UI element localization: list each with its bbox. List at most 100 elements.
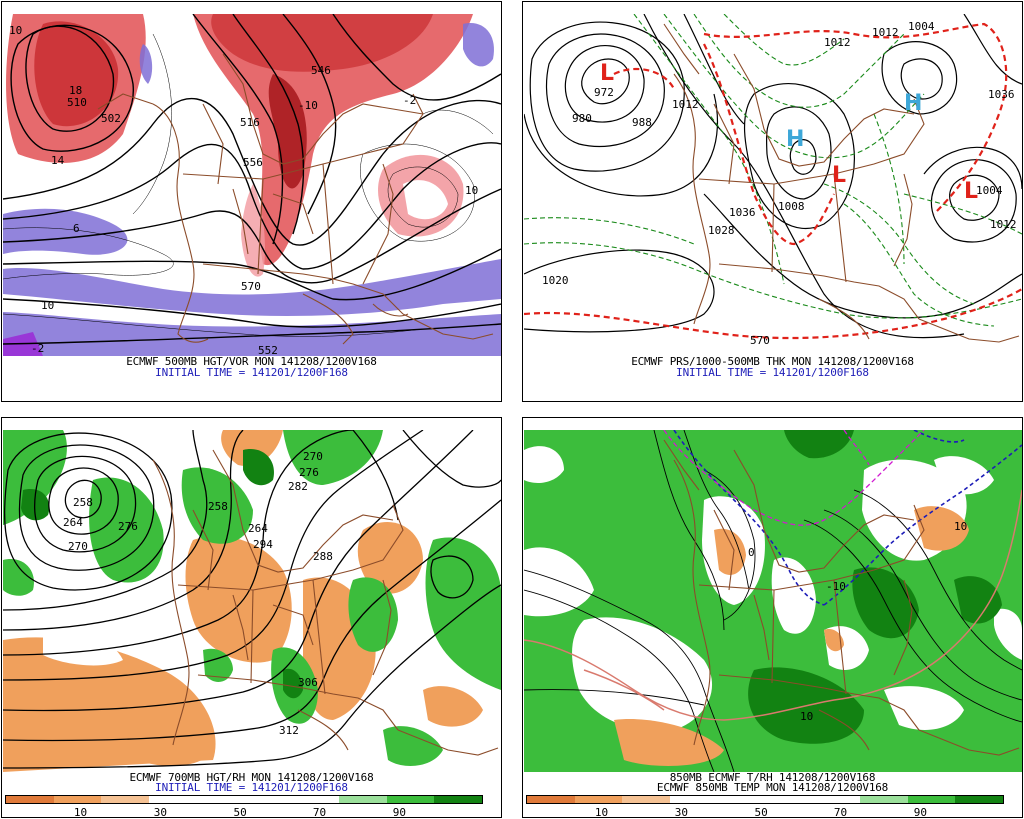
contour-label: 972 xyxy=(594,86,614,99)
contour-label: -10 xyxy=(298,99,318,112)
contour-label: 516 xyxy=(240,116,260,129)
pressure-map-svg: L L L H H 972 980 988 1012 1036 1028 100… xyxy=(524,14,1022,356)
contour-label: 10 xyxy=(465,184,478,197)
contour-label: 1004 xyxy=(908,20,935,33)
colorbar-segment xyxy=(291,796,340,803)
contour-label: 10 xyxy=(9,24,22,37)
contour-label: 1008 xyxy=(778,200,805,213)
colorbar-segment xyxy=(6,796,54,803)
panel-700mb-rh: 258 264 270 276 282 276 270 264 258 288 … xyxy=(1,417,502,818)
map-500mb-vorticity: 10 18 510 502 516 556 546 570 552 -2 6 1… xyxy=(3,14,501,356)
colorbar-segment xyxy=(622,796,670,803)
colorbar-segment xyxy=(574,796,623,803)
contour-label: 264 xyxy=(248,522,268,535)
temp-rh-map-svg: 0 -10 10 10 xyxy=(524,430,1022,772)
colorbar-segment xyxy=(101,796,149,803)
colorbar-tick: 10 xyxy=(594,806,609,818)
contour-label: 312 xyxy=(279,724,299,737)
contour-label: 282 xyxy=(288,480,308,493)
rh-colorbar xyxy=(526,795,1004,804)
low-pressure-center: L xyxy=(600,61,614,86)
contour-label: 276 xyxy=(299,466,319,479)
contour-label: -2 xyxy=(31,342,44,355)
contour-label: 306 xyxy=(298,676,318,689)
panel-title: ECMWF PRS/1000-500MB THK MON 141208/1200… xyxy=(631,355,914,368)
panel-pressure-thickness: L L L H H 972 980 988 1012 1036 1028 100… xyxy=(522,1,1023,402)
low-pressure-center: L xyxy=(832,163,846,188)
map-850mb-temp-rh: 0 -10 10 10 xyxy=(524,430,1022,772)
colorbar-segment xyxy=(907,796,956,803)
initial-time-label: INITIAL TIME = 141201/1200F168 xyxy=(155,366,348,379)
colorbar-segment xyxy=(812,796,861,803)
colorbar-tick: 30 xyxy=(153,806,167,818)
colorbar-tick: 30 xyxy=(674,806,688,818)
colorbar-tick: 90 xyxy=(392,806,406,818)
contour-label: 10 xyxy=(954,520,967,533)
colorbar-segment xyxy=(669,796,718,803)
colorbar-segment xyxy=(196,796,244,803)
contour-label: 258 xyxy=(208,500,228,513)
contour-label: 18 xyxy=(69,84,82,97)
colorbar-segment xyxy=(527,796,575,803)
contour-label: 14 xyxy=(51,154,65,167)
rh-map-svg: 258 264 270 276 282 276 270 264 258 288 … xyxy=(3,430,501,772)
colorbar-tick: 50 xyxy=(233,806,247,818)
colorbar-tick: 10 xyxy=(73,806,88,818)
contour-label: 1012 xyxy=(824,36,851,49)
contour-label: 980 xyxy=(572,112,592,125)
contour-label: 294 xyxy=(253,538,273,551)
colorbar-ticks: 10 30 50 70 90 xyxy=(5,806,483,818)
colorbar-segment xyxy=(53,796,102,803)
low-pressure-center: L xyxy=(964,179,978,204)
colorbar-segment xyxy=(148,796,197,803)
contour-label: -2 xyxy=(403,94,416,107)
colorbar-segment xyxy=(860,796,908,803)
contour-label: 1012 xyxy=(990,218,1017,231)
contour-label: 570 xyxy=(750,334,770,347)
colorbar-segment xyxy=(386,796,435,803)
contour-label: 0 xyxy=(748,546,755,559)
panel-title: ECMWF 700MB HGT/RH MON 141208/1200V168 xyxy=(129,771,374,784)
initial-time-label: INITIAL TIME = 141201/1200F168 xyxy=(676,366,869,379)
contour-label: 264 xyxy=(63,516,83,529)
panel-title: 850MB ECMWF T/RH 141208/1200V168 xyxy=(669,771,876,784)
vorticity-map-svg: 10 18 510 502 516 556 546 570 552 -2 6 1… xyxy=(3,14,501,356)
high-pressure-center: H xyxy=(904,91,922,116)
contour-label: 510 xyxy=(67,96,87,109)
contour-label: 288 xyxy=(313,550,333,563)
map-pressure-thickness: L L L H H 972 980 988 1012 1036 1028 100… xyxy=(524,14,1022,356)
contour-label: 552 xyxy=(258,344,278,356)
colorbar-segment xyxy=(339,796,387,803)
panel-title: ECMWF 500MB HGT/VOR MON 141208/1200V168 xyxy=(126,355,377,368)
contour-label: 556 xyxy=(243,156,263,169)
contour-label: 270 xyxy=(68,540,88,553)
panel-850mb-temp-rh: 0 -10 10 10 850MB ECMWF T/RH 141208/1200… xyxy=(522,417,1023,818)
contour-label: 1012 xyxy=(672,98,699,111)
colorbar-tick: 70 xyxy=(312,806,327,818)
contour-label: 258 xyxy=(73,496,93,509)
colorbar-tick: 70 xyxy=(833,806,848,818)
map-700mb-rh: 258 264 270 276 282 276 270 264 258 288 … xyxy=(3,430,501,772)
colorbar-segment xyxy=(717,796,765,803)
initial-time-label: INITIAL TIME = 141201/1200F168 xyxy=(155,781,348,794)
contour-label: 1036 xyxy=(988,88,1015,101)
high-pressure-center: H xyxy=(786,127,804,152)
contour-label: 988 xyxy=(632,116,652,129)
contour-label: 10 xyxy=(41,299,54,312)
contour-label: 1004 xyxy=(976,184,1003,197)
panel-500mb-vorticity: 10 18 510 502 516 556 546 570 552 -2 6 1… xyxy=(1,1,502,402)
contour-label: 502 xyxy=(101,112,121,125)
contour-label: 10 xyxy=(800,710,813,723)
colorbar-segment xyxy=(955,796,1003,803)
colorbar-segment xyxy=(764,796,813,803)
contour-label: 1028 xyxy=(708,224,735,237)
contour-label: 1036 xyxy=(729,206,756,219)
colorbar-ticks: 10 30 50 70 90 xyxy=(526,806,1004,818)
colorbar-tick: 90 xyxy=(913,806,927,818)
colorbar-segment xyxy=(434,796,482,803)
colorbar-tick: 50 xyxy=(754,806,768,818)
contour-label: 570 xyxy=(241,280,261,293)
contour-label: 1012 xyxy=(872,26,899,39)
contour-label: 270 xyxy=(303,450,323,463)
contour-label: 276 xyxy=(118,520,138,533)
